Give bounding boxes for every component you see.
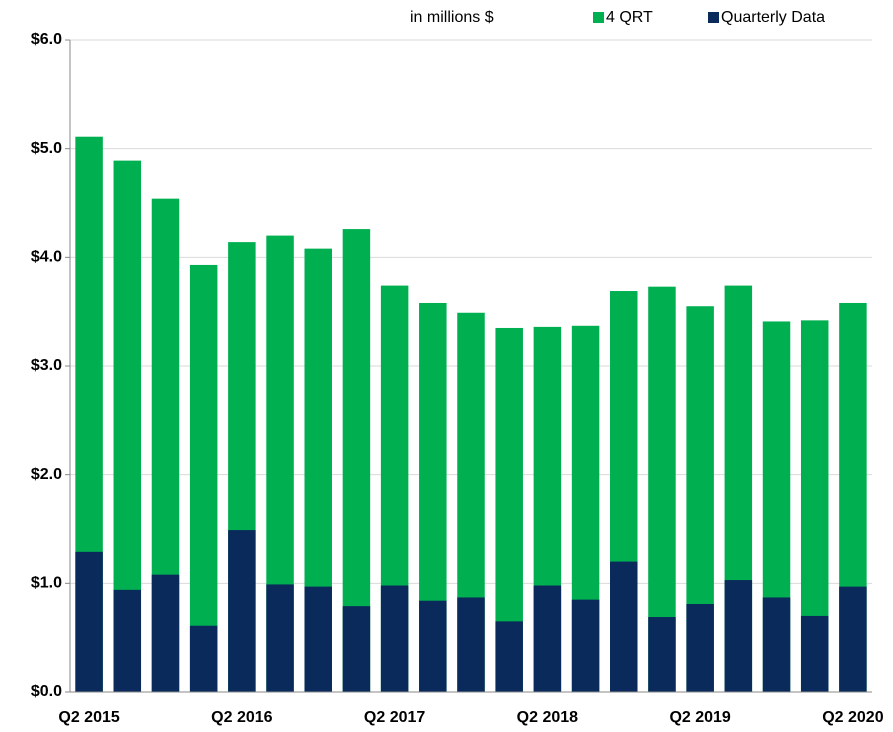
y-tick-label: $0.0: [31, 683, 62, 700]
y-tick-label: $4.0: [31, 249, 62, 266]
x-tick-label: Q2 2015: [58, 709, 119, 726]
x-tick-label: Q2 2017: [364, 709, 425, 726]
bar: [686, 603, 714, 692]
y-tick-label: $6.0: [31, 31, 62, 48]
bar: [75, 551, 103, 692]
legend-swatch: [708, 12, 719, 23]
bar: [380, 585, 409, 692]
legend-swatch: [593, 12, 604, 23]
y-tick-label: $3.0: [31, 357, 62, 374]
bar: [342, 606, 371, 692]
bar: [724, 580, 753, 692]
legend-label: Quarterly Data: [721, 9, 825, 26]
y-tick-label: $5.0: [31, 140, 62, 157]
bar: [189, 625, 218, 692]
bar: [113, 589, 142, 692]
bar: [419, 600, 447, 692]
bar: [151, 574, 180, 692]
bar: [762, 597, 791, 692]
x-tick-label: Q2 2019: [669, 709, 730, 726]
bar: [571, 599, 600, 692]
annotation: in millions $: [410, 9, 494, 26]
bar: [533, 585, 562, 692]
x-tick-label: Q2 2016: [211, 709, 272, 726]
legend-label: 4 QRT: [606, 9, 653, 26]
bar: [800, 615, 829, 692]
y-tick-label: $2.0: [31, 466, 62, 483]
bar: [610, 561, 638, 692]
bar: [304, 586, 332, 692]
bar: [266, 584, 294, 692]
x-tick-label: Q2 2018: [517, 709, 578, 726]
bar: [457, 597, 485, 692]
bar: [495, 621, 523, 692]
x-tick-label: Q2 2020: [822, 709, 883, 726]
bar: [839, 586, 867, 692]
bar: [189, 264, 218, 692]
bar: [648, 617, 676, 692]
y-tick-label: $1.0: [31, 575, 62, 592]
bar: [228, 530, 256, 692]
